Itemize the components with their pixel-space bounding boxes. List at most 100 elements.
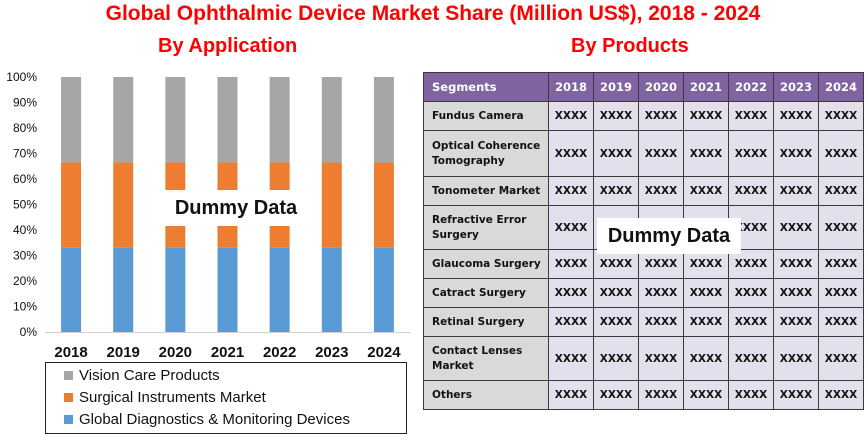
y-tick-label: 100% xyxy=(6,70,37,84)
table-cell: XXXX xyxy=(818,380,864,410)
table-cell: XXXX xyxy=(683,176,729,206)
table-cell: XXXX xyxy=(638,336,684,381)
table-cell: XXXX xyxy=(683,307,729,337)
y-tick-label: 20% xyxy=(13,274,37,288)
y-tick-label: 70% xyxy=(13,147,37,161)
table-cell: XXXX xyxy=(683,130,729,177)
table-header-cell: 2024 xyxy=(818,72,864,102)
table-cell: XXXX xyxy=(548,336,594,381)
table-subtitle: By Products xyxy=(571,35,689,57)
table-watermark: Dummy Data xyxy=(597,218,741,254)
products-table: Segments 2018 2019 2020 2021 2022 2023 2… xyxy=(423,72,864,410)
table-cell: XXXX xyxy=(728,307,774,337)
legend-item-vision: Vision Care Products xyxy=(64,365,220,385)
segment-label: Contact Lenses Market xyxy=(423,336,549,381)
table-row: Retinal Surgery XXXX XXXX XXXX XXXX XXXX XXXX X… xyxy=(423,307,864,337)
bar-segment-diagnostics xyxy=(113,247,134,332)
table-cell: XXXX xyxy=(548,307,594,337)
table-row: Others XXXX XXXX XXXX XXXX XXXX XXXX XXXX xyxy=(423,380,864,410)
table-cell: XXXX xyxy=(818,101,864,131)
bar-segment-diagnostics xyxy=(217,247,238,332)
x-tick-label: 2024 xyxy=(367,344,401,361)
table-cell: XXXX xyxy=(638,249,684,279)
legend-swatch-surgical xyxy=(64,392,73,402)
table-cell: XXXX xyxy=(683,249,729,279)
table-cell: XXXX xyxy=(638,176,684,206)
segment-label: Fundus Camera xyxy=(423,101,549,131)
table-cell: XXXX xyxy=(818,205,864,250)
table-cell: XXXX xyxy=(593,249,639,279)
bar-segment-surgical xyxy=(113,162,134,248)
bar-segment-vision xyxy=(165,77,186,163)
table-cell: XXXX xyxy=(818,336,864,381)
table-cell: XXXX xyxy=(773,205,819,250)
bar-segment-vision xyxy=(217,77,238,163)
table-cell: XXXX xyxy=(728,101,774,131)
table-cell: XXXX xyxy=(638,278,684,308)
table-cell: XXXX xyxy=(548,205,594,250)
bar-segment-surgical xyxy=(61,162,82,248)
table-row: Optical Coherence Tomography XXXX XXXX XXXX… xyxy=(423,130,864,177)
segment-label: Retinal Surgery xyxy=(423,307,549,337)
table-cell: XXXX xyxy=(548,380,594,410)
table-cell: XXXX xyxy=(818,278,864,308)
segment-label: Tonometer Market xyxy=(423,176,549,206)
legend-item-surgical: Surgical Instruments Market xyxy=(64,387,266,407)
table-row: Contact Lenses Market XXXX XXXX XXXX XXXX XXX… xyxy=(423,336,864,381)
bar-segment-surgical xyxy=(321,162,342,248)
y-tick-label: 60% xyxy=(13,172,37,186)
table-cell: XXXX xyxy=(773,307,819,337)
table-cell: XXXX xyxy=(728,336,774,381)
x-tick-label: 2022 xyxy=(263,344,296,361)
bar-segment-diagnostics xyxy=(61,247,82,332)
table-header-cell: 2022 xyxy=(728,72,774,102)
segment-label: Optical Coherence Tomography xyxy=(423,130,549,177)
table-cell: XXXX xyxy=(683,101,729,131)
bar-segment-diagnostics xyxy=(269,247,290,332)
segment-label: Others xyxy=(423,380,549,410)
legend-label: Global Diagnostics & Monitoring Devices xyxy=(79,410,350,428)
table-body: Fundus Camera XXXX XXXX XXXX XXXX XXXX XXXX XXX… xyxy=(423,101,864,410)
table-header-cell: 2021 xyxy=(683,72,729,102)
bar-segment-vision xyxy=(321,77,342,163)
table-cell: XXXX xyxy=(548,249,594,279)
table-header-cell: 2019 xyxy=(593,72,639,102)
table-header-cell: 2018 xyxy=(548,72,594,102)
table-cell: XXXX xyxy=(818,176,864,206)
table-cell: XXXX xyxy=(593,380,639,410)
table-cell: XXXX xyxy=(773,278,819,308)
table-cell: XXXX xyxy=(638,101,684,131)
table-cell: XXXX xyxy=(593,278,639,308)
x-tick-label: 2019 xyxy=(107,344,140,361)
bar-segment-vision xyxy=(61,77,82,163)
table-cell: XXXX xyxy=(548,130,594,177)
table-header-row: Segments 2018 2019 2020 2021 2022 2023 2… xyxy=(423,72,864,102)
table-cell: XXXX xyxy=(593,307,639,337)
table-cell: XXXX xyxy=(773,249,819,279)
table-cell: XXXX xyxy=(683,380,729,410)
table-cell: XXXX xyxy=(728,278,774,308)
table-cell: XXXX xyxy=(728,176,774,206)
x-tick-label: 2023 xyxy=(315,344,348,361)
table-cell: XXXX xyxy=(728,249,774,279)
x-tick-label: 2020 xyxy=(159,344,192,361)
legend-item-diagnostics: Global Diagnostics & Monitoring Devices xyxy=(64,409,350,429)
table-cell: XXXX xyxy=(638,130,684,177)
table-cell: XXXX xyxy=(548,176,594,206)
bar-segment-diagnostics xyxy=(321,247,342,332)
table-cell: XXXX xyxy=(548,278,594,308)
y-tick-label: 50% xyxy=(13,198,37,212)
bar-segment-diagnostics xyxy=(373,247,394,332)
y-tick-label: 30% xyxy=(13,249,37,263)
table-cell: XXXX xyxy=(773,176,819,206)
bar-segment-vision xyxy=(113,77,134,163)
chart-subtitle: By Application xyxy=(158,35,298,57)
table-cell: XXXX xyxy=(683,278,729,308)
table-cell: XXXX xyxy=(773,130,819,177)
legend-label: Surgical Instruments Market xyxy=(79,388,266,406)
bar-segment-surgical xyxy=(373,162,394,248)
table-cell: XXXX xyxy=(593,130,639,177)
table-cell: XXXX xyxy=(818,130,864,177)
y-tick-label: 10% xyxy=(13,300,37,314)
table-cell: XXXX xyxy=(638,307,684,337)
